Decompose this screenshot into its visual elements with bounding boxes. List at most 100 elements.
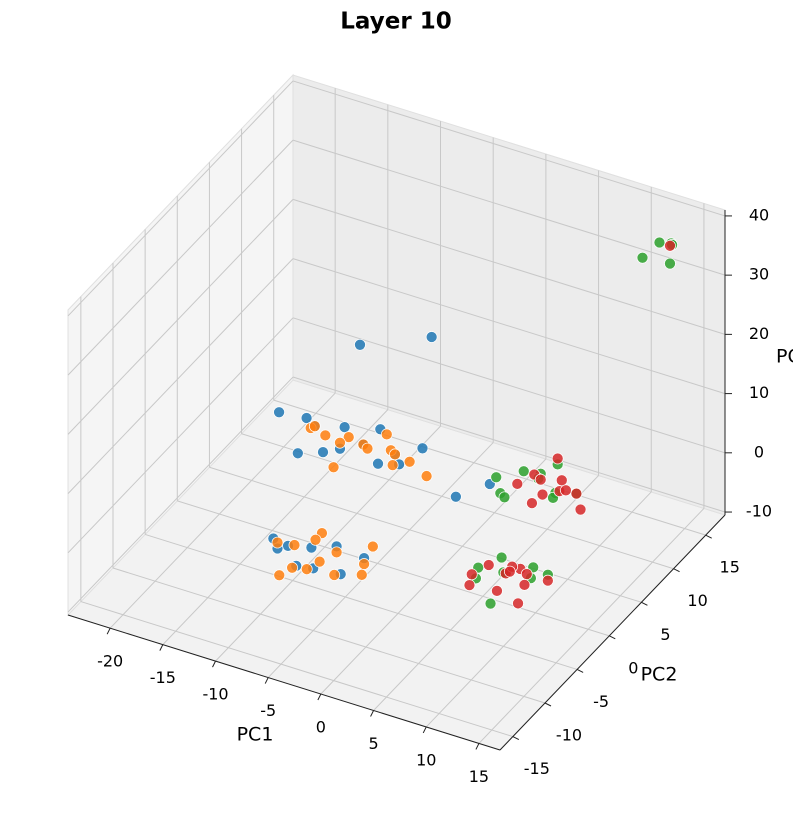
grid-line	[292, 376, 726, 513]
x-tick-label: -10	[202, 685, 228, 704]
point	[498, 491, 511, 504]
grid-line	[292, 139, 726, 276]
point	[328, 569, 341, 581]
z-axis-title: PC3	[776, 346, 793, 368]
point	[361, 442, 374, 455]
point	[366, 540, 379, 553]
point	[574, 503, 587, 516]
point	[664, 239, 676, 252]
point	[560, 484, 572, 497]
axis-line	[499, 514, 726, 751]
x-tick-label: 15	[469, 767, 489, 786]
point	[503, 565, 516, 578]
x-tick-label: -5	[260, 701, 276, 720]
point	[355, 568, 368, 581]
point	[334, 436, 346, 449]
point	[490, 471, 503, 484]
chart-title: Layer 10	[340, 9, 451, 35]
y-tick	[544, 702, 552, 707]
point	[518, 579, 531, 591]
point	[286, 561, 298, 574]
y-tick	[576, 668, 584, 673]
x-tick	[422, 726, 427, 734]
x-tick	[159, 644, 164, 651]
z-tick-label: -10	[746, 502, 772, 521]
axis-line	[67, 614, 501, 751]
x-axis-title: PC1	[237, 724, 274, 746]
point	[636, 251, 649, 264]
grid-line	[67, 139, 294, 376]
grid-line	[67, 80, 294, 317]
point	[517, 465, 530, 478]
point	[358, 558, 370, 570]
z-tick-label: 30	[749, 265, 769, 284]
grid-line	[67, 376, 294, 613]
z-tick-label: 20	[749, 324, 769, 343]
point	[491, 585, 503, 597]
point	[542, 574, 554, 587]
grid-line	[292, 198, 726, 335]
grid-line	[109, 392, 336, 629]
grid-line	[144, 533, 578, 670]
y-tick-label: -5	[593, 692, 609, 711]
x-tick	[106, 627, 111, 635]
y-tick-label: -10	[556, 726, 582, 745]
x-tick-label: 10	[416, 750, 436, 769]
grid-line	[267, 442, 494, 678]
point	[482, 559, 495, 571]
y-tick-label: 15	[720, 558, 740, 577]
point	[526, 497, 538, 509]
point	[511, 478, 524, 490]
point	[536, 488, 549, 501]
x-tick	[264, 677, 269, 684]
point	[555, 474, 568, 487]
point	[327, 461, 340, 474]
point	[450, 490, 462, 503]
grid-line	[292, 80, 726, 217]
point	[313, 555, 326, 568]
y-axis-title: PC2	[641, 664, 678, 686]
grid-line	[478, 508, 705, 744]
point	[291, 447, 304, 460]
y-tick-label: 0	[628, 658, 638, 677]
point	[495, 551, 508, 564]
grid-line	[425, 491, 652, 728]
point	[273, 569, 286, 582]
point	[372, 457, 384, 470]
point	[338, 421, 351, 433]
point	[420, 470, 433, 482]
y-tick	[705, 534, 712, 539]
y-tick-label: 5	[660, 625, 670, 644]
grid-line	[162, 409, 389, 645]
grid-line	[292, 258, 726, 395]
z-tick-label: 40	[749, 205, 769, 224]
point	[354, 338, 366, 351]
point	[403, 455, 416, 468]
grid-line	[373, 475, 599, 711]
point	[300, 563, 313, 576]
point	[664, 257, 676, 270]
point	[463, 579, 476, 591]
point	[288, 539, 301, 551]
point	[484, 597, 497, 610]
point	[273, 406, 285, 419]
point	[389, 448, 401, 461]
point	[551, 452, 564, 465]
grid-line	[67, 258, 294, 494]
x-tick	[475, 743, 480, 750]
grid-line	[112, 567, 546, 704]
grid-line	[67, 199, 294, 435]
grid-line	[80, 601, 514, 738]
point	[520, 568, 533, 580]
x-tick	[370, 710, 375, 717]
point	[330, 546, 343, 559]
point	[570, 487, 583, 500]
grid-line	[177, 500, 610, 637]
point	[309, 533, 322, 546]
point	[425, 331, 438, 343]
y-tick-label: 10	[687, 591, 707, 610]
point	[271, 536, 284, 549]
point	[534, 473, 547, 486]
x-tick-label: 5	[368, 734, 378, 753]
